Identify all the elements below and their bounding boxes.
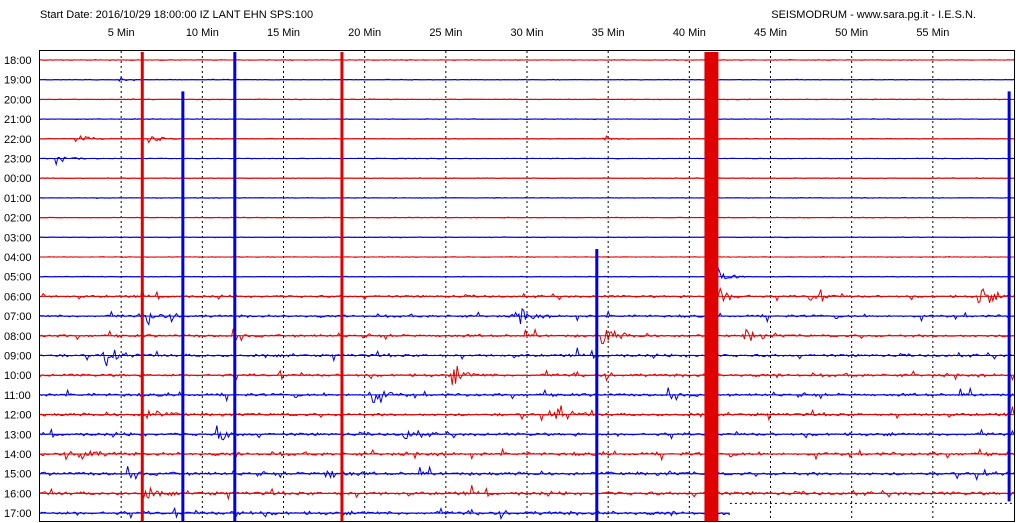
row-label-17:00: 17:00: [4, 508, 32, 520]
row-label-08:00: 08:00: [4, 331, 32, 343]
minute-grid: [120, 51, 934, 521]
row-label-23:00: 23:00: [4, 154, 32, 166]
row-label-15:00: 15:00: [4, 469, 32, 481]
x-tick-label-20-min: 20 Min: [348, 27, 381, 39]
x-tick-label-35-min: 35 Min: [592, 27, 625, 39]
row-label-19:00: 19:00: [4, 75, 32, 87]
x-tick-label-55-min: 55 Min: [916, 27, 949, 39]
x-tick-label-15-min: 15 Min: [267, 27, 300, 39]
x-tick-label-50-min: 50 Min: [835, 27, 868, 39]
row-label-16:00: 16:00: [4, 488, 32, 500]
row-label-02:00: 02:00: [4, 213, 32, 225]
row-label-22:00: 22:00: [4, 134, 32, 146]
row-label-14:00: 14:00: [4, 449, 32, 461]
row-label-01:00: 01:00: [4, 193, 32, 205]
row-label-07:00: 07:00: [4, 311, 32, 323]
x-tick-label-45-min: 45 Min: [754, 27, 787, 39]
row-label-10:00: 10:00: [4, 370, 32, 382]
row-label-18:00: 18:00: [4, 55, 32, 67]
header-start-info: Start Date: 2016/10/29 18:00:00 IZ LANT …: [40, 9, 313, 21]
x-tick-label-5-min: 5 Min: [108, 27, 135, 39]
plot-frame: [39, 50, 1015, 522]
row-label-11:00: 11:00: [4, 390, 31, 402]
row-label-05:00: 05:00: [4, 272, 32, 284]
row-label-09:00: 09:00: [4, 351, 32, 363]
x-tick-label-40-min: 40 Min: [673, 27, 706, 39]
row-label-21:00: 21:00: [4, 114, 32, 126]
row-label-12:00: 12:00: [4, 410, 32, 422]
x-tick-label-10-min: 10 Min: [186, 27, 219, 39]
trace-layer: [39, 52, 1015, 521]
x-tick-label-30-min: 30 Min: [510, 27, 543, 39]
row-label-06:00: 06:00: [4, 291, 32, 303]
row-label-00:00: 00:00: [4, 173, 32, 185]
saturated-spike-5: [704, 52, 719, 521]
header-source-credit: SEISMODRUM - www.sara.pg.it - I.E.S.N.: [771, 9, 976, 21]
row-label-13:00: 13:00: [4, 429, 32, 441]
row-label-03:00: 03:00: [4, 232, 32, 244]
row-label-20:00: 20:00: [4, 94, 32, 106]
x-tick-label-25-min: 25 Min: [429, 27, 462, 39]
row-label-04:00: 04:00: [4, 252, 32, 264]
axis-labels: 5 Min 10 Min 15 Min 20 Min 25 Min 30 Min 35 Mi…: [4, 27, 949, 520]
